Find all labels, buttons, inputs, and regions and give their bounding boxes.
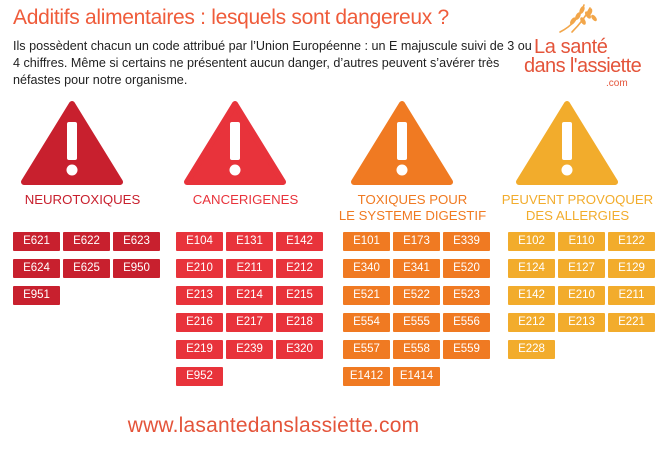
additive-code-badge: E219 bbox=[176, 340, 223, 359]
additive-code-badge: E215 bbox=[276, 286, 323, 305]
additive-code-badge: E340 bbox=[343, 259, 390, 278]
additive-code-list: E621 E622 E623 E624 E625 E950 E951 bbox=[13, 232, 163, 305]
intro-text: Ils possèdent chacun un code attribué pa… bbox=[13, 39, 532, 87]
additive-code-badge: E173 bbox=[393, 232, 440, 251]
additive-code-badge: E950 bbox=[113, 259, 160, 278]
brand-logo: La santé dans l'assiette .com bbox=[522, 0, 652, 100]
warning-icon bbox=[21, 101, 123, 185]
additive-code-badge: E558 bbox=[393, 340, 440, 359]
additive-code-badge: E101 bbox=[343, 232, 390, 251]
category-label: TOXIQUES POUR LE SYSTEME DIGESTIF bbox=[338, 192, 487, 223]
additive-code-badge: E522 bbox=[393, 286, 440, 305]
additive-code-badge: E339 bbox=[443, 232, 490, 251]
additive-code-list: E101 E173 E339 E340 E341 E520 E521 E522 E523 E554… bbox=[343, 232, 493, 386]
additive-code-badge: E210 bbox=[176, 259, 223, 278]
category-label: NEUROTOXIQUES bbox=[24, 192, 141, 207]
additive-code-badge: E131 bbox=[226, 232, 273, 251]
additive-code-badge: E320 bbox=[276, 340, 323, 359]
additive-code-badge: E104 bbox=[176, 232, 223, 251]
additive-code-badge: E1412 bbox=[343, 367, 390, 386]
additive-code-badge: E142 bbox=[276, 232, 323, 251]
additive-code-badge: E521 bbox=[343, 286, 390, 305]
additive-code-badge: E951 bbox=[13, 286, 60, 305]
warning-icon bbox=[351, 101, 453, 185]
wheat-icon bbox=[559, 4, 597, 33]
warning-icon bbox=[184, 101, 286, 185]
additive-code-badge: E213 bbox=[176, 286, 223, 305]
page-title: Additifs alimentaires : lesquels sont da… bbox=[13, 6, 449, 29]
additive-code-badge: E211 bbox=[226, 259, 273, 278]
additive-code-badge: E110 bbox=[558, 232, 605, 251]
additive-code-badge: E218 bbox=[276, 313, 323, 332]
additive-code-badge: E216 bbox=[176, 313, 223, 332]
additive-code-badge: E621 bbox=[13, 232, 60, 251]
additive-code-badge: E523 bbox=[443, 286, 490, 305]
additive-code-badge: E210 bbox=[558, 286, 605, 305]
additive-code-badge: E211 bbox=[608, 286, 655, 305]
logo-text-line1: La santé bbox=[534, 36, 608, 58]
additive-code-badge: E555 bbox=[393, 313, 440, 332]
additive-code-list: E104 E131 E142 E210 E211 E212 E213 E214 E215 E216… bbox=[176, 232, 326, 386]
additive-code-badge: E623 bbox=[113, 232, 160, 251]
additive-code-badge: E213 bbox=[558, 313, 605, 332]
additive-code-badge: E625 bbox=[63, 259, 110, 278]
additive-code-badge: E214 bbox=[226, 286, 273, 305]
additive-code-badge: E122 bbox=[608, 232, 655, 251]
additive-code-badge: E624 bbox=[13, 259, 60, 278]
additive-code-badge: E559 bbox=[443, 340, 490, 359]
additive-code-badge: E102 bbox=[508, 232, 555, 251]
additive-code-badge: E554 bbox=[343, 313, 390, 332]
logo-text-line2: dans l'assiette bbox=[524, 55, 642, 77]
additive-code-badge: E212 bbox=[276, 259, 323, 278]
additive-code-badge: E557 bbox=[343, 340, 390, 359]
additive-code-badge: E952 bbox=[176, 367, 223, 386]
additive-code-badge: E127 bbox=[558, 259, 605, 278]
additive-code-list: E102 E110 E122 E124 E127 E129 E142 E210 E211 E212… bbox=[508, 232, 658, 359]
logo-text-domain: .com bbox=[606, 78, 628, 89]
additive-code-badge: E520 bbox=[443, 259, 490, 278]
category-label: CANCERIGENES bbox=[192, 192, 299, 207]
additive-code-badge: E217 bbox=[226, 313, 273, 332]
website-link[interactable]: www.lasantedanslassiette.com bbox=[127, 414, 420, 437]
additive-code-badge: E212 bbox=[508, 313, 555, 332]
additive-code-badge: E622 bbox=[63, 232, 110, 251]
additive-code-badge: E142 bbox=[508, 286, 555, 305]
additive-code-badge: E341 bbox=[393, 259, 440, 278]
additive-code-badge: E221 bbox=[608, 313, 655, 332]
additive-code-badge: E228 bbox=[508, 340, 555, 359]
additive-code-badge: E239 bbox=[226, 340, 273, 359]
additive-code-badge: E124 bbox=[508, 259, 555, 278]
additive-code-badge: E129 bbox=[608, 259, 655, 278]
additive-code-badge: E1414 bbox=[393, 367, 440, 386]
warning-icon bbox=[516, 101, 618, 185]
category-label: PEUVENT PROVOQUER DES ALLERGIES bbox=[501, 192, 654, 223]
additive-code-badge: E556 bbox=[443, 313, 490, 332]
